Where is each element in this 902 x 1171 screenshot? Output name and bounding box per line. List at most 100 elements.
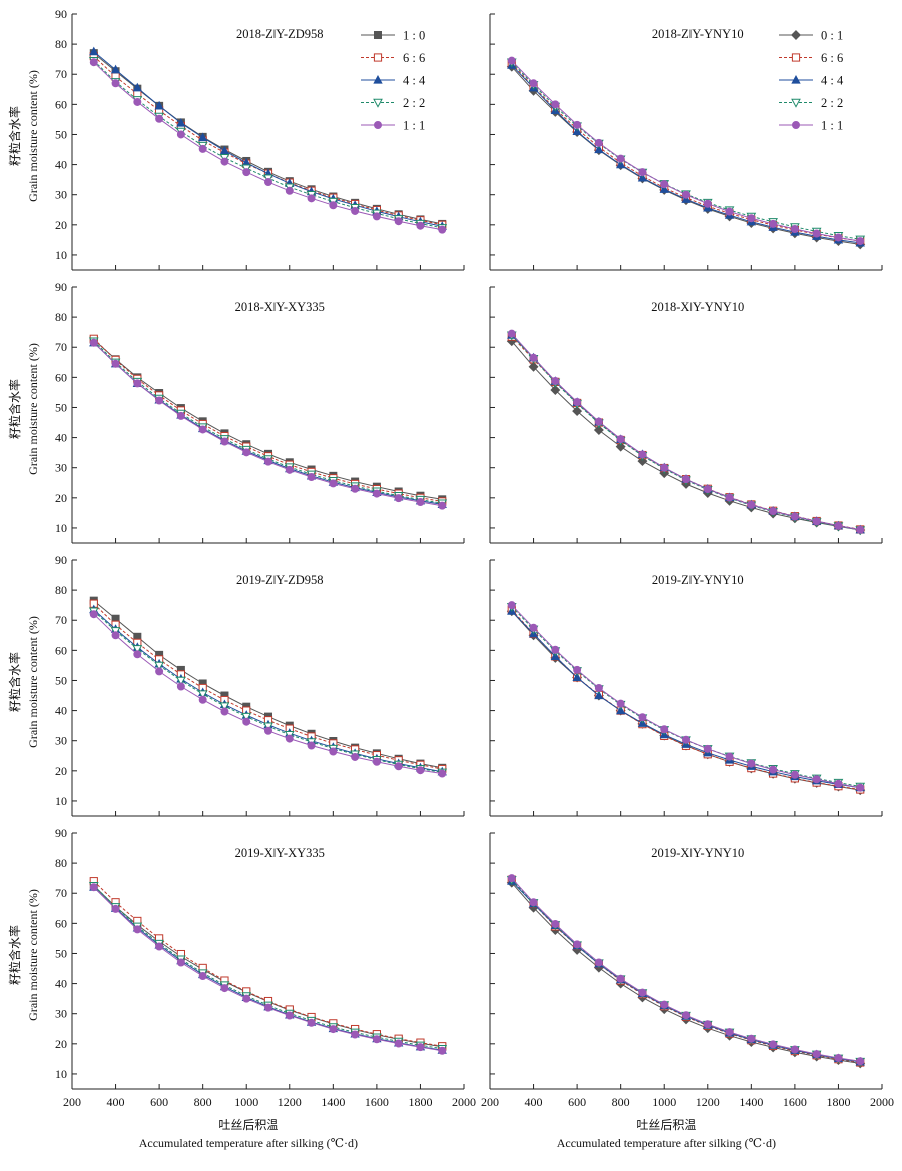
- data-point: [573, 398, 582, 407]
- data-point: [89, 58, 98, 67]
- data-point: [660, 725, 669, 734]
- x-tick-label: 600: [568, 1095, 586, 1109]
- data-point: [438, 225, 447, 234]
- data-point: [220, 707, 229, 716]
- series-line-6-6: [511, 336, 861, 530]
- data-point: [176, 411, 185, 420]
- data-point: [394, 1039, 403, 1048]
- panel-6: 2019-Z‖Y-YNY10: [489, 559, 883, 817]
- series-line-1-0: [93, 600, 443, 769]
- data-point: [572, 406, 583, 417]
- data-point: [812, 775, 821, 784]
- panel-title: 2019-Z‖Y-ZD958: [236, 573, 324, 587]
- y-tick-label: 10: [55, 521, 67, 535]
- data-point: [285, 734, 294, 743]
- x-tick-label: 2000: [452, 1095, 476, 1109]
- data-point: [703, 199, 712, 208]
- series-line-4-4: [511, 334, 861, 531]
- series-line-4-4: [511, 64, 861, 244]
- data-point: [89, 46, 99, 56]
- y-tick-label: 50: [55, 673, 67, 687]
- data-point: [307, 473, 316, 482]
- data-point: [573, 665, 582, 674]
- data-point: [220, 157, 229, 166]
- series-line-6-6: [511, 63, 861, 242]
- y-tick-label: 80: [55, 856, 67, 870]
- data-point: [528, 361, 539, 372]
- panel-1: 10 20 30 40 50 60 70 80 90 2018-Z‖Y-ZD958 1 : 0 6 :…: [7, 7, 465, 271]
- data-point: [372, 1035, 381, 1044]
- y-tick-label: 30: [55, 188, 67, 202]
- y-tick-label: 20: [55, 1037, 67, 1051]
- data-point: [507, 329, 516, 338]
- y-tick-label: 30: [55, 1007, 67, 1021]
- series-line-0-1: [511, 882, 861, 1064]
- data-point: [198, 972, 207, 981]
- panel-title: 2018-Z‖Y-ZD958: [236, 27, 324, 41]
- series-line-1-1: [93, 61, 443, 231]
- y-axis-label-en: Grain moisture content (%): [26, 70, 40, 202]
- data-point: [416, 498, 425, 507]
- data-point: [747, 1034, 756, 1043]
- data-point: [329, 201, 338, 210]
- series-line-1-1: [93, 342, 443, 507]
- data-point: [856, 237, 865, 246]
- series-line-2-2: [93, 60, 443, 229]
- y-axis-label-en: Grain moisture content (%): [26, 343, 40, 475]
- data-point: [638, 988, 647, 997]
- data-point: [372, 212, 381, 221]
- legend-label: 2 : 2: [821, 96, 843, 110]
- data-point: [133, 379, 142, 388]
- data-point: [263, 457, 272, 466]
- legend-marker: [791, 74, 801, 84]
- data-point: [197, 132, 208, 142]
- panel-title: 2019-X‖Y-XY335: [235, 846, 325, 860]
- data-point: [616, 699, 625, 708]
- data-point: [133, 650, 142, 659]
- data-point: [682, 1011, 691, 1020]
- data-point: [416, 221, 425, 230]
- series-line-6-6: [93, 338, 443, 502]
- series-line-4-4: [93, 51, 443, 227]
- y-tick-label: 40: [55, 158, 67, 172]
- series-line-1-1: [93, 613, 443, 774]
- data-point: [747, 759, 756, 768]
- data-point: [573, 120, 582, 129]
- y-tick-label: 90: [55, 280, 67, 294]
- y-axis-label-cn: 籽粒含水率: [7, 652, 22, 712]
- x-axis-label-cn: 吐丝后积温: [636, 1118, 696, 1132]
- x-tick-label: 1600: [783, 1095, 807, 1109]
- legend-marker: [373, 121, 382, 130]
- y-tick-label: 50: [55, 946, 67, 960]
- y-tick-label: 30: [55, 461, 67, 475]
- x-tick-label: 1800: [408, 1095, 432, 1109]
- data-point: [615, 441, 626, 452]
- data-point: [372, 757, 381, 766]
- y-tick-label: 70: [55, 613, 67, 627]
- data-point: [790, 512, 799, 521]
- data-point: [551, 919, 560, 928]
- data-point: [394, 762, 403, 771]
- series-line-4-4: [93, 342, 443, 505]
- data-point: [285, 1011, 294, 1020]
- series-line-4-4: [93, 609, 443, 773]
- data-point: [616, 435, 625, 444]
- y-tick-label: 70: [55, 340, 67, 354]
- data-point: [769, 507, 778, 516]
- data-point: [725, 1028, 734, 1037]
- x-tick-label: 1000: [652, 1095, 676, 1109]
- y-tick-label: 10: [55, 1067, 67, 1081]
- data-point: [593, 425, 604, 436]
- panel-3: 10 20 30 40 50 60 70 80 90 2018-X‖Y-XY335 籽粒含水率 Gra…: [7, 280, 465, 544]
- data-point: [263, 722, 273, 732]
- data-point: [263, 726, 272, 735]
- data-point: [638, 168, 647, 177]
- legend-label: 6 : 6: [821, 51, 843, 65]
- data-point: [638, 713, 647, 722]
- x-tick-label: 400: [525, 1095, 543, 1109]
- y-tick-label: 70: [55, 886, 67, 900]
- legend-label: 4 : 4: [821, 74, 844, 88]
- legend-marker: [373, 98, 383, 108]
- data-point: [594, 958, 603, 967]
- panel-2: 2018-Z‖Y-YNY10 0 : 1 6 : 6 4 : 4 2 : 2 1 : 1: [489, 13, 883, 271]
